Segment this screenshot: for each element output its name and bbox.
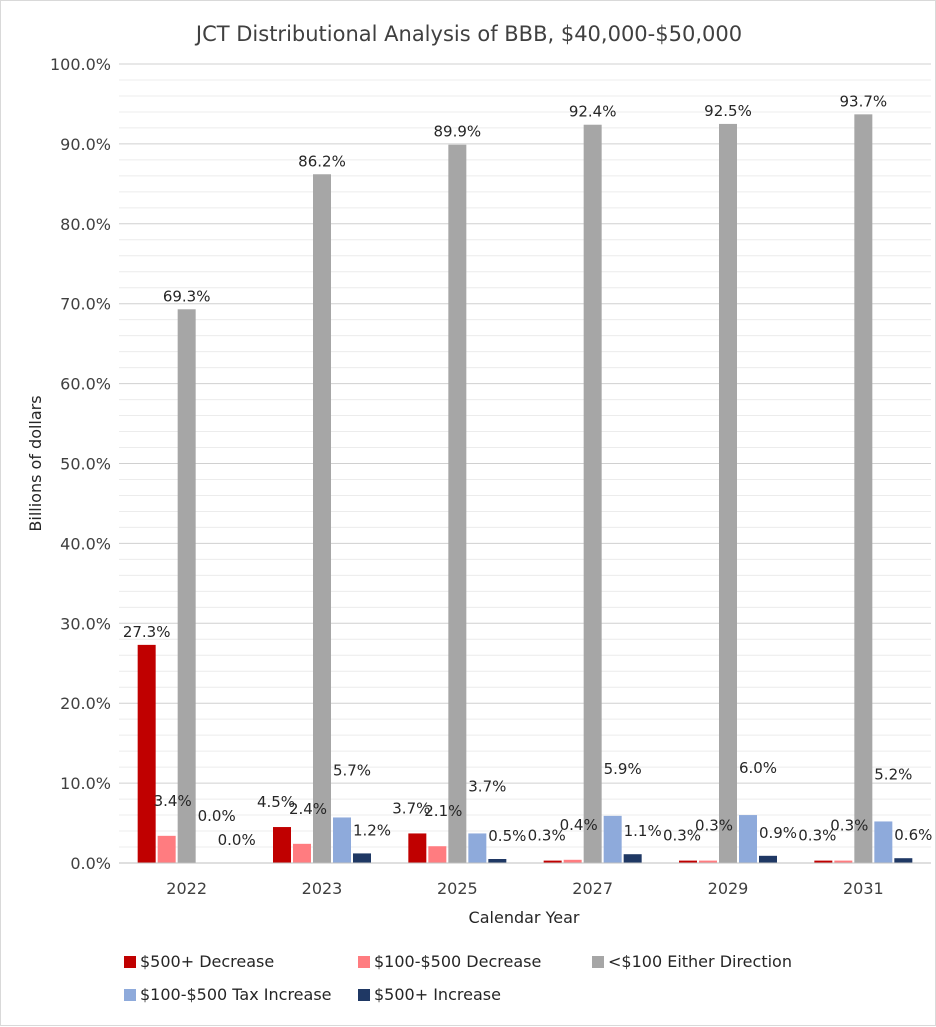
y-axis-label: Billions of dollars (26, 395, 45, 531)
data-label: 4.5% (257, 793, 295, 811)
bar (894, 858, 913, 863)
legend: $500+ Decrease $100-$500 Decrease <$100 Ei… (124, 952, 792, 1004)
data-label: 69.3% (163, 287, 211, 305)
data-label: 0.3% (830, 817, 868, 835)
data-label: 5.9% (604, 760, 642, 778)
y-axis-ticks: 0.0% 10.0% 20.0% 30.0% 40.0% 50.0% 60.0% 70.0% 8… (50, 55, 111, 873)
legend-label: $100-$500 Decrease (374, 952, 541, 971)
data-label: 0.4% (560, 816, 598, 834)
y-tick-label: 20.0% (60, 694, 111, 713)
data-label: 0.3% (528, 827, 566, 845)
gridlines (119, 63, 931, 848)
data-label: 0.9% (759, 824, 797, 842)
x-tick-label: 2022 (166, 879, 207, 898)
bar (679, 860, 697, 863)
data-label: 86.2% (298, 152, 346, 170)
x-tick-label: 2027 (572, 879, 613, 898)
y-tick-label: 80.0% (60, 215, 111, 234)
bar (428, 846, 447, 863)
x-axis-label: Calendar Year (469, 908, 580, 927)
data-label: 2.4% (289, 800, 327, 818)
y-tick-label: 10.0% (60, 774, 111, 793)
data-label: 0.3% (663, 827, 701, 845)
data-label: 89.9% (434, 123, 482, 141)
data-label: 0.5% (488, 827, 526, 845)
data-label: 1.2% (353, 821, 391, 839)
data-label: 5.7% (333, 761, 371, 779)
y-tick-label: 70.0% (60, 295, 111, 314)
bar (719, 123, 737, 864)
data-label: 5.2% (874, 765, 912, 783)
data-label: 3.7% (468, 777, 506, 795)
bar (834, 860, 853, 863)
bar (468, 833, 487, 863)
bar (874, 821, 893, 863)
data-label: 0.6% (894, 826, 932, 844)
y-tick-label: 100.0% (50, 55, 111, 74)
legend-swatch (592, 956, 604, 968)
chart-title: JCT Distributional Analysis of BBB, $40,… (194, 22, 742, 46)
legend-swatch (124, 989, 136, 1001)
bar (603, 815, 622, 863)
data-label: 1.1% (624, 822, 662, 840)
bar (739, 815, 757, 863)
bar (448, 144, 467, 864)
bar (157, 835, 176, 863)
bar (293, 843, 311, 863)
data-label: 27.3% (123, 623, 171, 641)
data-label: 0.0% (198, 807, 236, 825)
y-tick-label: 50.0% (60, 455, 111, 474)
bar (177, 309, 196, 864)
x-axis: 2022 2023 2025 2027 2029 2031 (119, 862, 931, 898)
x-tick-label: 2023 (302, 879, 343, 898)
bar (408, 833, 427, 863)
bar (313, 174, 331, 864)
data-label: 0.3% (798, 827, 836, 845)
data-label: 3.7% (392, 799, 430, 817)
y-tick-label: 40.0% (60, 534, 111, 553)
bar (854, 114, 873, 864)
legend-label: <$100 Either Direction (608, 952, 792, 971)
data-label: 0.3% (695, 817, 733, 835)
bars (137, 114, 913, 864)
data-label: 6.0% (739, 759, 777, 777)
legend-swatch (124, 956, 136, 968)
y-tick-label: 0.0% (70, 854, 111, 873)
bar (814, 860, 833, 863)
y-tick-label: 90.0% (60, 135, 111, 154)
bar (563, 859, 582, 863)
bar (543, 860, 562, 863)
bar (353, 853, 371, 863)
y-tick-label: 60.0% (60, 375, 111, 394)
data-label: 93.7% (840, 92, 888, 110)
x-tick-label: 2025 (437, 879, 478, 898)
legend-label: $100-$500 Tax Increase (140, 985, 332, 1004)
data-label: 3.4% (154, 792, 192, 810)
data-label: 2.1% (424, 802, 462, 820)
data-label: 92.4% (569, 103, 617, 121)
data-label: 92.5% (704, 102, 752, 120)
x-tick-label: 2029 (708, 879, 749, 898)
data-labels: 27.3% 3.4% 69.3% 0.0% 0.0% 4.5%2.4% 86.2% 5.7% 1… (123, 92, 933, 849)
bar (333, 817, 351, 863)
bar (699, 860, 717, 863)
legend-label: $500+ Decrease (140, 952, 274, 971)
bar (488, 859, 507, 863)
legend-label: $500+ Increase (374, 985, 501, 1004)
data-label: 0.0% (218, 831, 256, 849)
x-tick-label: 2031 (843, 879, 884, 898)
bar (273, 827, 291, 863)
y-tick-label: 30.0% (60, 614, 111, 633)
legend-swatch (358, 989, 370, 1001)
bar (137, 644, 156, 863)
legend-swatch (358, 956, 370, 968)
bar (623, 854, 642, 863)
bar (759, 855, 777, 863)
bar (583, 124, 602, 863)
